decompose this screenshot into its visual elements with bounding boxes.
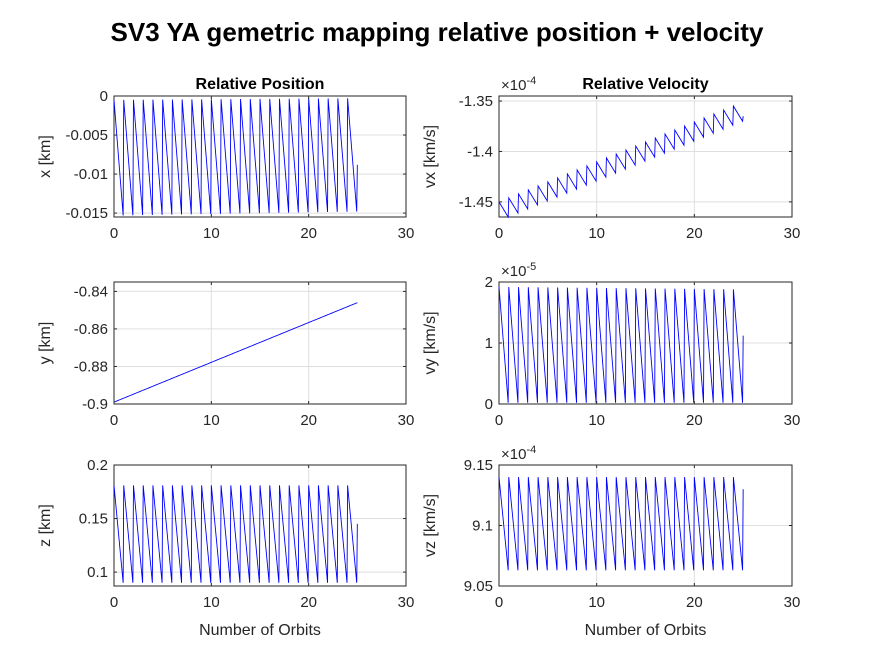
- figure-title: SV3 YA gemetric mapping relative positio…: [111, 17, 764, 47]
- x-tick-label: 30: [784, 594, 801, 611]
- x-tick-label: 0: [495, 225, 503, 242]
- y-tick-label: 0.1: [87, 564, 108, 581]
- y-tick-label: -0.84: [74, 283, 108, 300]
- x-tick-label: 0: [495, 412, 503, 429]
- y-tick-label: 9.05: [464, 578, 493, 595]
- x-tick-label: 20: [300, 594, 317, 611]
- y-axis-label-y: y [km]: [37, 322, 54, 365]
- plot-area-vx: [498, 95, 793, 218]
- x-tick-label: 0: [110, 412, 118, 429]
- x-tick-label: 10: [588, 225, 605, 242]
- y-tick-label: -1.35: [459, 93, 493, 110]
- x-tick-label: 20: [300, 225, 317, 242]
- x-tick-label: 10: [588, 412, 605, 429]
- x-tick-label: 10: [203, 412, 220, 429]
- y-axis-label-vx: vx [km/s]: [422, 125, 439, 188]
- y-exponent-label: ×10-4: [501, 75, 536, 94]
- axes-x: 0 10 20 30 0 -0.005 -0.01 -0.015 Relative Positi…: [37, 76, 414, 242]
- y-tick-label: 0: [100, 88, 108, 105]
- y-exponent-label: ×10-5: [501, 261, 536, 280]
- plot-area-y: [113, 281, 407, 405]
- y-tick-label: 9.15: [464, 457, 493, 474]
- y-tick-label: -0.86: [74, 321, 108, 338]
- series-line-x: [113, 98, 358, 216]
- y-tick-label: 0.2: [87, 457, 108, 474]
- y-tick-label: 0.15: [79, 511, 108, 528]
- y-tick-label: 2: [485, 274, 493, 291]
- x-tick-label: 30: [784, 225, 801, 242]
- x-tick-label: 20: [686, 412, 703, 429]
- y-tick-label: -0.88: [74, 358, 108, 375]
- axes-y: 0 10 20 30 -0.84 -0.86 -0.88 -0.9 y [km]: [37, 281, 415, 429]
- x-tick-label: 0: [110, 225, 118, 242]
- series-line-vx: [498, 104, 744, 219]
- y-tick-label: -0.005: [65, 127, 108, 144]
- x-axis-label-z: Number of Orbits: [199, 622, 321, 639]
- axes-title-vx: Relative Velocity: [582, 76, 708, 93]
- x-tick-label: 20: [300, 412, 317, 429]
- x-tick-label: 30: [784, 412, 801, 429]
- x-tick-label: 0: [110, 594, 118, 611]
- y-tick-label: -0.9: [82, 396, 108, 413]
- y-axis-label-vz: vz [km/s]: [422, 494, 439, 557]
- x-tick-label: 0: [495, 594, 503, 611]
- x-tick-label: 20: [686, 594, 703, 611]
- y-tick-label: -1.45: [459, 194, 493, 211]
- x-tick-label: 30: [398, 225, 415, 242]
- axes-title-x: Relative Position: [196, 76, 325, 93]
- x-tick-label: 20: [686, 225, 703, 242]
- y-axis-label-x: x [km]: [37, 135, 54, 178]
- x-tick-label: 10: [588, 594, 605, 611]
- series-line-vy: [498, 286, 744, 403]
- series-line-vz: [498, 477, 744, 571]
- y-axis-label-z: z [km]: [37, 504, 54, 547]
- axes-vz: 0 10 20 30 9.15 9.1 9.05 ×10-4 vz [km/s] Number o…: [422, 444, 800, 639]
- x-tick-label: 30: [398, 594, 415, 611]
- y-exponent-label: ×10-4: [501, 444, 536, 463]
- series-line-y: [113, 302, 358, 403]
- y-axis-label-vy: vy [km/s]: [422, 311, 439, 374]
- x-tick-label: 10: [203, 225, 220, 242]
- y-tick-label: -1.4: [467, 143, 493, 160]
- y-tick-label: 0: [485, 396, 493, 413]
- y-tick-label: -0.015: [65, 205, 108, 222]
- y-tick-label: 9.1: [472, 518, 493, 535]
- x-tick-label: 10: [203, 594, 220, 611]
- x-axis-label-vz: Number of Orbits: [585, 622, 707, 639]
- y-tick-label: 1: [485, 335, 493, 352]
- axes-z: 0 10 20 30 0.2 0.15 0.1 z [km] Number of Orbits: [37, 457, 414, 639]
- y-tick-label: -0.01: [74, 166, 108, 183]
- x-tick-label: 30: [398, 412, 415, 429]
- series-line-z: [113, 485, 358, 583]
- axes-vx: 0 10 20 30 -1.35 -1.4 -1.45 ×10-4 Relative Veloc…: [422, 75, 800, 242]
